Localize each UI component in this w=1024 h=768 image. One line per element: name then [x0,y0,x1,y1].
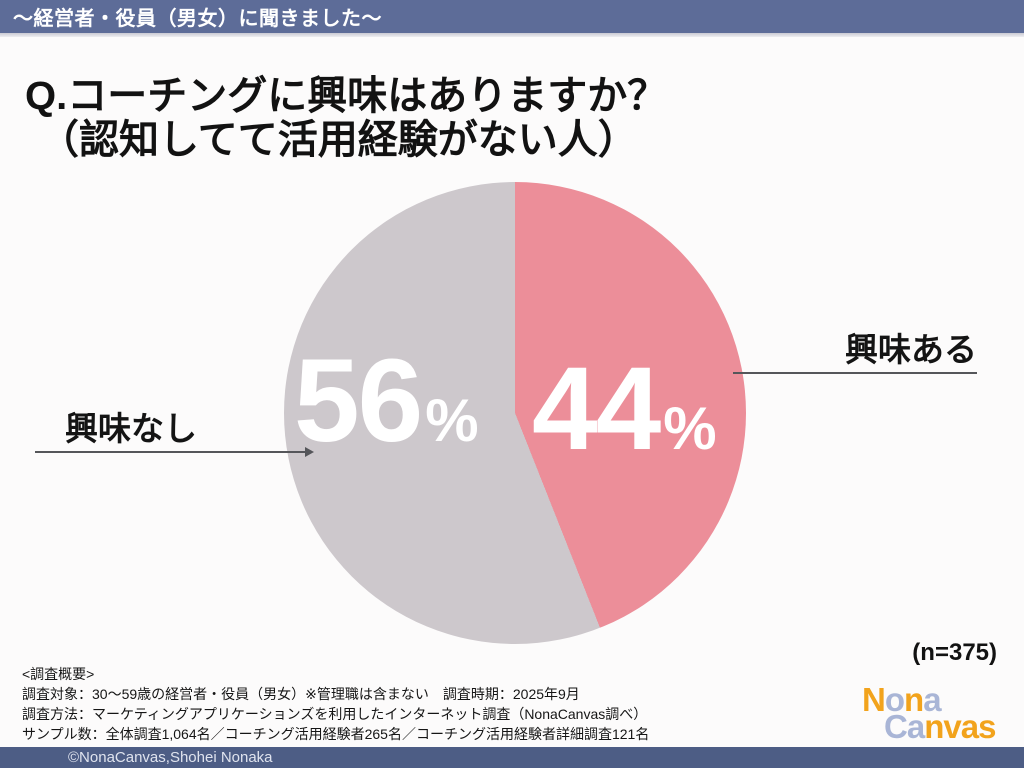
pie-value-yes-number: 44 [532,343,661,475]
top-bar-shadow [0,33,1024,37]
survey-overview: <調査概要> 調査対象：30〜59歳の経営者・役員（男女）※管理職は含まない 調… [22,664,649,744]
sample-size-note: (n=375) [912,639,997,666]
logo-line-1: Nona [862,681,942,718]
survey-line-heading: <調査概要> [22,666,95,682]
nonacanvas-logo: Nona Canvas [862,681,996,745]
callout-arrow-icon [305,447,314,457]
question-title-line1: Q.コーチングに興味はありますか？ [25,74,668,118]
copyright-text: ©NonaCanvas,Shohei Nonaka [68,749,273,766]
pie-value-no: 56 % [294,342,479,460]
pie-value-yes-percent-sign: % [663,395,717,462]
pie-value-yes: 44 % [532,350,717,468]
pie-value-no-percent-sign: % [425,387,479,454]
footer-bar: ©NonaCanvas,Shohei Nonaka [0,747,1024,768]
label-interested-text: 興味ある [845,331,977,368]
pie-value-no-number: 56 [294,335,423,467]
top-bar: 〜経営者・役員（男女）に聞きました〜 [0,0,1024,33]
survey-line-method: 調査方法：マーケティングアプリケーションズを利用したインターネット調査（Nona… [22,706,648,722]
survey-line-sample: サンプル数：全体調査1,064名／コーチング活用経験者265名／コーチング活用経… [22,726,650,742]
page-title: Q.コーチングに興味はありますか？ （認知してて活用経験がない人） [25,74,667,162]
question-title-line2: （認知してて活用経験がない人） [39,118,638,162]
logo-line-2: Canvas [884,708,996,745]
label-not-interested-text: 興味なし [65,410,197,447]
survey-line-target: 調査対象：30〜59歳の経営者・役員（男女）※管理職は含まない 調査時期：202… [22,686,580,702]
pie-chart: 56 % 44 % [284,182,746,644]
label-not-interested: 興味なし [35,410,314,457]
top-bar-text: 〜経営者・役員（男女）に聞きました〜 [13,8,382,30]
label-interested: 興味ある [733,331,977,374]
